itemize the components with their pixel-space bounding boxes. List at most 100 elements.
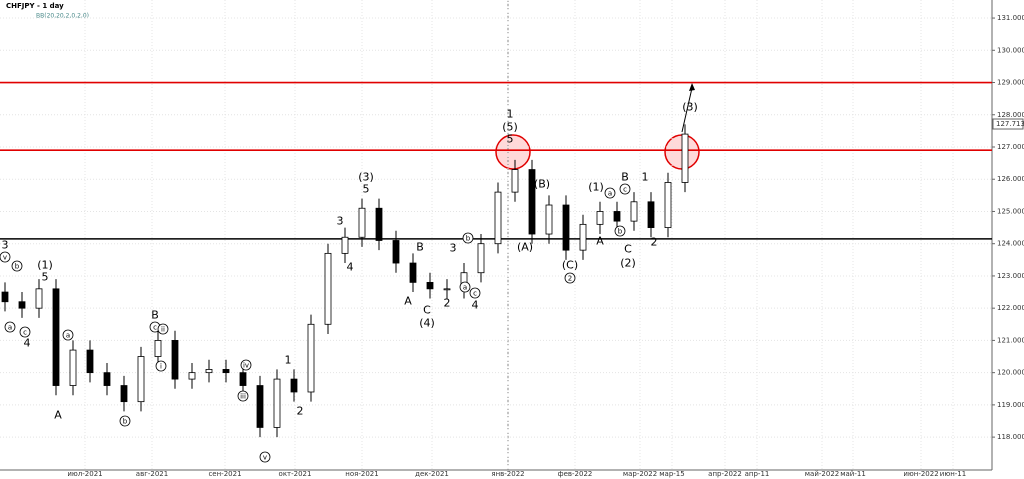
price-tag	[992, 118, 1024, 130]
wave-label: 5	[42, 271, 49, 284]
y-tick-label: 122.000	[997, 304, 1024, 312]
y-tick-label: 126.000	[997, 175, 1024, 183]
wave-label: C	[624, 243, 632, 256]
wave-label: C	[423, 304, 431, 317]
candle-body	[596, 211, 604, 225]
candle-body	[409, 262, 417, 283]
wave-label: (B)	[534, 178, 550, 191]
candle-body	[613, 211, 621, 222]
wave-circle	[614, 225, 626, 237]
wave-circle	[155, 360, 167, 372]
y-tick-label: 131.000	[997, 14, 1024, 22]
arrow-head	[689, 83, 695, 91]
wave-label: 5	[507, 133, 514, 146]
candle-body	[545, 204, 553, 235]
wave-circle	[469, 287, 481, 299]
wave-circle	[462, 232, 474, 244]
wave-label: A	[54, 409, 62, 422]
wave-label: a	[66, 332, 70, 340]
candle-body	[1, 291, 9, 303]
wave-label: (2)	[620, 257, 636, 270]
candle-body	[324, 252, 332, 325]
wave-label: a	[8, 324, 12, 332]
candle-body	[120, 385, 128, 403]
candle-body	[205, 369, 213, 374]
wave-label: (4)	[419, 317, 435, 330]
wave-label: 3	[337, 215, 344, 228]
wave-circle	[259, 451, 271, 463]
wave-circle	[459, 281, 471, 293]
candle-body	[307, 323, 315, 393]
candle-body	[188, 372, 196, 380]
candle-body	[239, 372, 247, 386]
candle-body	[664, 182, 672, 228]
wave-label: (A)	[517, 241, 533, 254]
candle-body	[375, 207, 383, 241]
candle-body	[477, 243, 485, 274]
wave-label: c	[153, 324, 157, 332]
wave-circle	[619, 183, 631, 195]
wave-label: (3)	[358, 171, 374, 184]
y-tick-label: 119.000	[997, 401, 1024, 409]
y-tick-label: 124.000	[997, 240, 1024, 248]
wave-label: b	[15, 263, 20, 271]
subtitle: BB(20,20,2,0,2,0)	[36, 13, 89, 20]
wave-circle	[604, 187, 616, 199]
x-tick-label: янв-2022	[491, 470, 524, 478]
wave-label: 4	[24, 337, 31, 350]
x-tick-label: ноя-2021	[345, 470, 378, 478]
x-tick-label: мар-15	[659, 470, 684, 478]
x-tick-label: сен-2021	[208, 470, 241, 478]
y-tick-label: 125.000	[997, 207, 1024, 215]
candle-body	[392, 240, 400, 264]
wave-circle	[564, 272, 576, 284]
wave-label: A	[404, 295, 412, 308]
x-tick-label: мар-2022	[623, 470, 657, 478]
candle-body	[579, 223, 587, 251]
candle-body	[222, 369, 230, 374]
wave-label: 4	[347, 261, 354, 274]
wave-label: 1	[285, 354, 292, 367]
wave-circle	[240, 359, 252, 371]
y-tick-label: 123.000	[997, 272, 1024, 280]
candle-body	[69, 349, 77, 386]
wave-label: 1	[642, 171, 649, 184]
wave-label: 5	[363, 183, 370, 196]
y-tick-label: 127.000	[997, 143, 1024, 151]
wave-label: (1)	[37, 259, 53, 272]
price-tag-label: 127.713	[996, 120, 1024, 128]
wave-label: 2	[297, 405, 304, 418]
y-tick-label: 120.000	[997, 369, 1024, 377]
wave-label: 4	[472, 299, 479, 312]
wave-label: B	[416, 241, 424, 254]
wave-label: (3)	[682, 101, 698, 114]
candle-body	[86, 349, 94, 374]
candle-body	[494, 191, 502, 245]
candle-body	[18, 301, 26, 309]
x-tick-label: май-2022	[805, 470, 839, 478]
wave-label: a	[608, 190, 612, 198]
candle-body	[35, 288, 43, 309]
wave-label: c	[23, 329, 27, 337]
x-tick-label: дек-2021	[415, 470, 449, 478]
candle-body	[562, 204, 570, 251]
x-tick-label: июл-2021	[67, 470, 102, 478]
wave-label: b	[618, 228, 623, 236]
wave-circle	[11, 260, 23, 272]
wave-label: (5)	[502, 121, 518, 134]
candle-body	[528, 169, 536, 235]
wave-label: B	[621, 171, 629, 184]
wave-label: i	[160, 363, 162, 371]
wave-label: A	[596, 235, 604, 248]
y-tick-label: 118.000	[997, 433, 1024, 441]
chart-title: CHFJPY - 1 day	[6, 2, 64, 10]
x-tick-label: авг-2021	[136, 470, 168, 478]
wave-circle	[4, 321, 16, 333]
wave-circle	[19, 326, 31, 338]
wave-label: 2	[568, 275, 572, 283]
candle-body	[103, 372, 111, 386]
wave-circle	[157, 323, 169, 335]
wave-circle	[0, 251, 11, 263]
